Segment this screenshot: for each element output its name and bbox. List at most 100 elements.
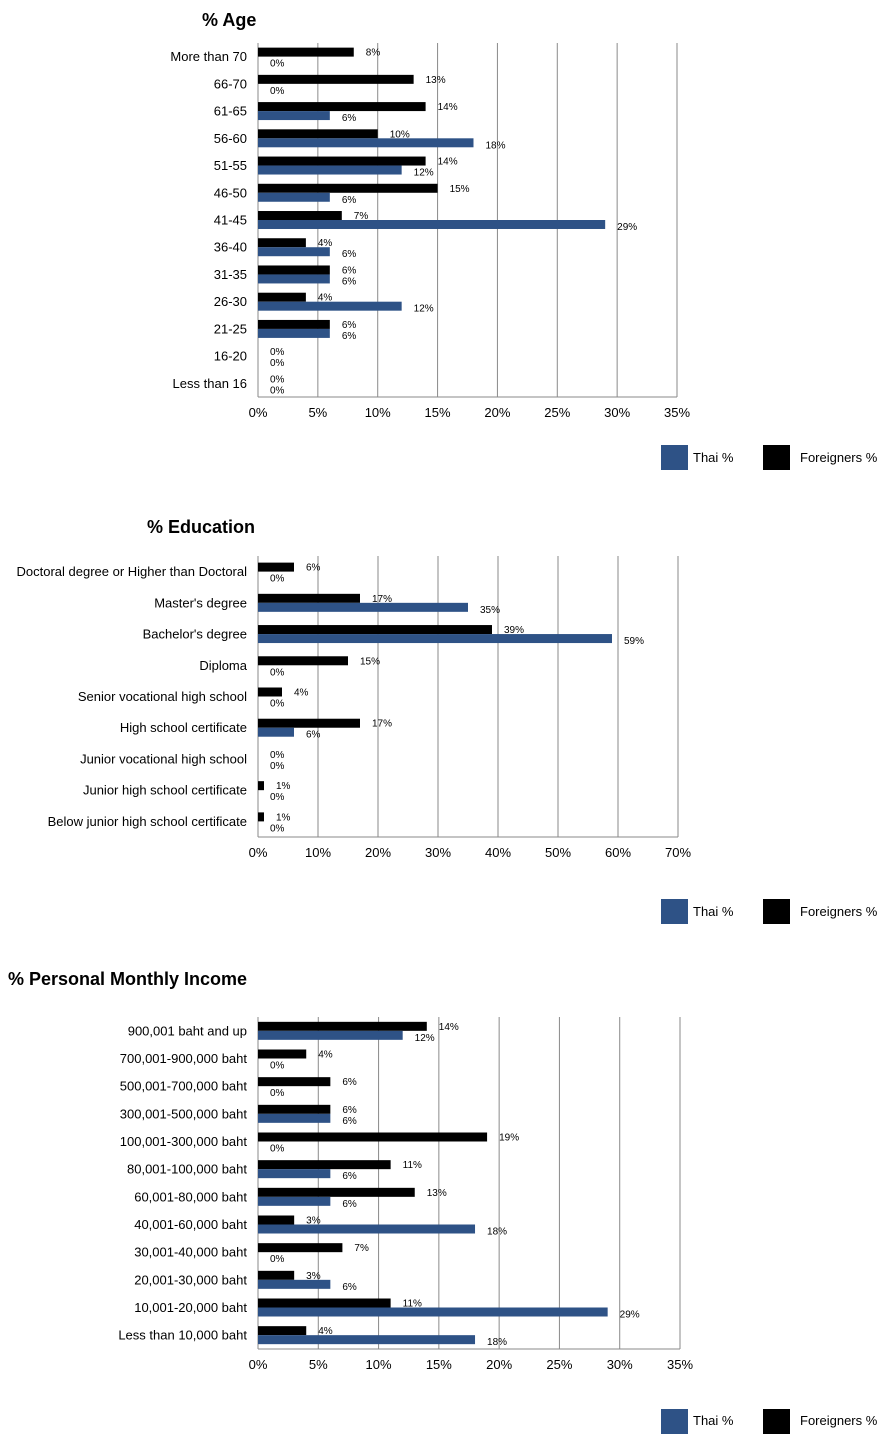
age-thai-bar: [258, 192, 330, 202]
income-x-tick-label: 30%: [607, 1357, 633, 1372]
income-foreigners-data-label: 11%: [403, 1299, 422, 1310]
income-legend-thai-label: Thai %: [693, 1413, 734, 1428]
income-foreigners-bar: [258, 1243, 343, 1253]
age-foreigners-bar: [258, 47, 354, 57]
age-foreigners-data-label: 15%: [450, 184, 470, 195]
education-legend-foreigners-label: Foreigners %: [800, 904, 878, 919]
income-x-tick-label: 35%: [667, 1357, 693, 1372]
education-thai-data-label: 0%: [270, 667, 285, 678]
income-thai-data-label: 0%: [270, 1088, 285, 1099]
income-foreigners-bar: [258, 1132, 488, 1142]
income-thai-data-label: 0%: [270, 1061, 285, 1072]
education-foreigners-bar: [258, 625, 492, 635]
education-foreigners-bar: [258, 593, 360, 603]
age-category-label: Less than 16: [173, 376, 247, 391]
income-foreigners-data-label: 11%: [403, 1160, 422, 1171]
age-category-label: 26-30: [214, 294, 247, 309]
age-legend-thai-swatch: [661, 445, 688, 470]
age-x-tick-label: 5%: [308, 405, 327, 420]
age-foreigners-data-label: 4%: [318, 238, 333, 249]
education-thai-bar: [258, 602, 468, 612]
education-category-label: Doctoral degree or Higher than Doctoral: [16, 564, 247, 579]
age-thai-data-label: 6%: [342, 195, 357, 206]
age-foreigners-bar: [258, 156, 426, 166]
age-thai-data-label: 6%: [342, 276, 357, 287]
age-thai-data-label: 0%: [270, 358, 285, 369]
age-thai-data-label: 29%: [617, 222, 637, 233]
age-x-tick-label: 25%: [544, 405, 570, 420]
age-foreigners-data-label: 14%: [438, 157, 458, 168]
income-foreigners-bar: [258, 1326, 307, 1336]
education-category-label: Junior high school certificate: [83, 783, 247, 798]
education-foreigners-data-label: 0%: [270, 750, 285, 761]
education-thai-bar: [258, 727, 294, 737]
income-foreigners-data-label: 6%: [342, 1077, 357, 1088]
education-x-tick-label: 0%: [249, 845, 268, 860]
income-thai-bar: [258, 1196, 331, 1206]
age-x-tick-label: 30%: [604, 405, 630, 420]
education-thai-data-label: 35%: [480, 605, 500, 616]
age-foreigners-bar: [258, 292, 306, 302]
education-legend-thai-swatch: [661, 899, 688, 924]
income-chart-svg: 0% 5% 10% 15% 20% 25% 30% 35% 900,001 baht and u…: [118, 1017, 693, 1372]
age-foreigners-data-label: 10%: [390, 129, 410, 140]
income-chart: % Personal Monthly Income 0% 5% 10% 15% 20% 2…: [0, 960, 883, 1448]
age-chart-title: % Age: [202, 10, 257, 30]
income-foreigners-data-label: 3%: [306, 1271, 321, 1282]
age-x-tick-label: 15%: [425, 405, 451, 420]
education-x-tick-label: 10%: [305, 845, 331, 860]
income-legend-foreigners-swatch: [763, 1409, 790, 1434]
income-foreigners-bar: [258, 1049, 307, 1059]
income-category-label: 700,001-900,000 baht: [120, 1051, 248, 1066]
age-thai-data-label: 0%: [270, 385, 285, 396]
education-thai-data-label: 0%: [270, 761, 285, 772]
age-x-tick-label: 35%: [664, 405, 690, 420]
income-legend-foreigners-label: Foreigners %: [800, 1413, 878, 1428]
education-x-tick-label: 50%: [545, 845, 571, 860]
education-category-label: Bachelor's degree: [143, 627, 247, 642]
education-foreigners-data-label: 6%: [306, 563, 321, 574]
income-x-tick-label: 25%: [546, 1357, 572, 1372]
age-chart: % Age 0% 5% 10% 15% 20% 25% 30% 35% More than 70…: [0, 0, 883, 480]
income-thai-bar: [258, 1113, 331, 1123]
education-x-tick-label: 70%: [665, 845, 691, 860]
age-chart-svg: 0% 5% 10% 15% 20% 25% 30% 35% More than 70 8% 0% 66…: [170, 43, 690, 420]
education-foreigners-data-label: 17%: [372, 594, 392, 605]
age-thai-bar: [258, 301, 402, 311]
income-thai-bar: [258, 1169, 331, 1179]
age-thai-bar: [258, 247, 330, 257]
education-x-tick-label: 20%: [365, 845, 391, 860]
education-category-label: Master's degree: [154, 595, 247, 610]
age-foreigners-bar: [258, 211, 342, 220]
age-foreigners-data-label: 7%: [354, 211, 369, 222]
age-foreigners-data-label: 14%: [438, 102, 458, 113]
education-foreigners-data-label: 15%: [360, 656, 380, 667]
age-category-label: 51-55: [214, 158, 247, 173]
education-legend-thai-label: Thai %: [693, 904, 734, 919]
education-foreigners-bar: [258, 656, 348, 666]
age-thai-bar: [258, 220, 606, 229]
income-foreigners-bar: [258, 1077, 331, 1087]
age-thai-bar: [258, 111, 330, 121]
income-category-label: 20,001-30,000 baht: [134, 1272, 247, 1287]
age-foreigners-bar: [258, 265, 330, 275]
income-thai-data-label: 6%: [342, 1199, 357, 1210]
income-x-tick-label: 10%: [366, 1357, 392, 1372]
age-foreigners-bar: [258, 183, 438, 193]
education-x-tick-label: 30%: [425, 845, 451, 860]
age-thai-data-label: 6%: [342, 331, 357, 342]
education-foreigners-data-label: 4%: [294, 688, 309, 699]
education-chart-svg: 0% 10% 20% 30% 40% 50% 60% 70% Doctoral degree o…: [16, 556, 691, 860]
income-foreigners-bar: [258, 1104, 331, 1114]
education-chart: % Education 0% 10% 20% 30% 40% 50% 60% 70% Docto…: [0, 505, 883, 945]
age-thai-bar: [258, 138, 474, 148]
education-thai-data-label: 0%: [270, 823, 285, 834]
age-foreigners-data-label: 6%: [342, 320, 357, 331]
income-x-tick-label: 0%: [249, 1357, 268, 1372]
income-foreigners-data-label: 13%: [427, 1188, 447, 1199]
income-foreigners-data-label: 7%: [354, 1243, 369, 1254]
income-x-tick-label: 15%: [426, 1357, 452, 1372]
age-thai-data-label: 0%: [270, 86, 285, 97]
age-category-label: 41-45: [214, 213, 247, 228]
education-thai-data-label: 59%: [624, 636, 644, 647]
